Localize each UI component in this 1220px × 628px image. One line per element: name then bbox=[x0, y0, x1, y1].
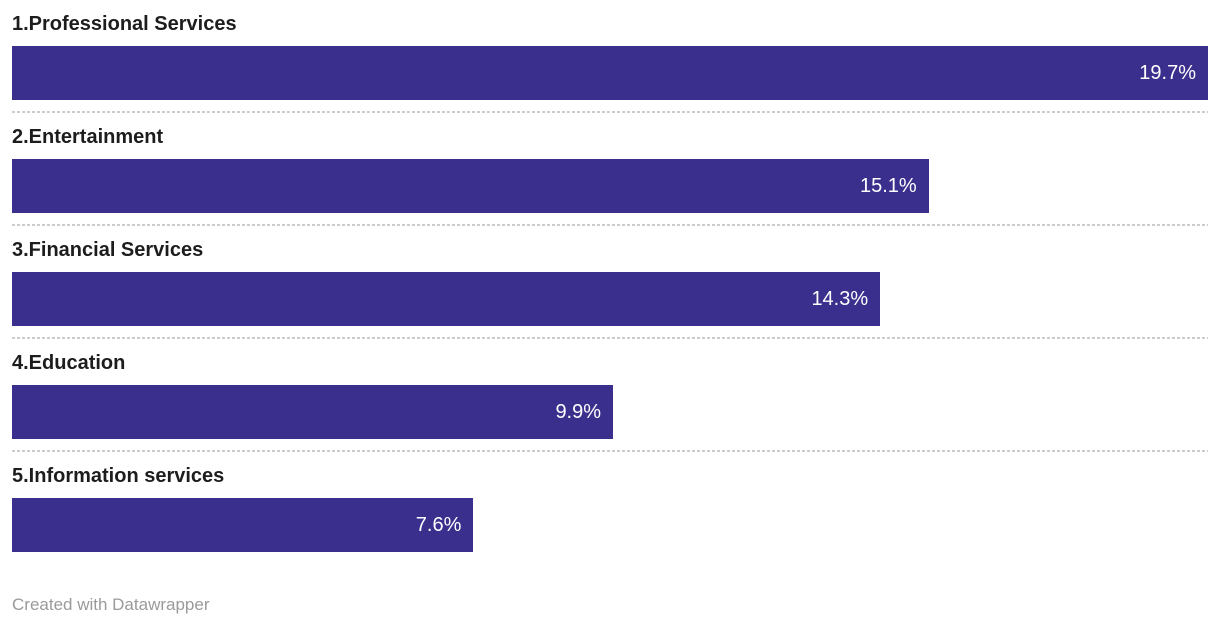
bar-category-label: 4.Education bbox=[12, 352, 126, 374]
bar: 7.6% bbox=[12, 498, 474, 552]
bar-track: 19.7% bbox=[12, 46, 1208, 100]
chart-footer: Created with Datawrapper bbox=[12, 594, 1208, 616]
bar: 14.3% bbox=[12, 272, 881, 326]
bar-category-label: 3.Financial Services bbox=[12, 239, 204, 261]
bar: 9.9% bbox=[12, 385, 614, 439]
bar-value-label: 19.7% bbox=[1139, 61, 1196, 84]
bar: 15.1% bbox=[12, 159, 929, 213]
datawrapper-attribution-link[interactable]: Created with Datawrapper bbox=[12, 595, 210, 614]
bar-track: 14.3% bbox=[12, 272, 1208, 326]
bar-value-label: 9.9% bbox=[555, 400, 602, 423]
bar-value-label: 15.1% bbox=[860, 174, 917, 197]
bar-row: 1.Professional Services 19.7% bbox=[12, 0, 1208, 113]
bar-row: 4.Education 9.9% bbox=[12, 339, 1208, 452]
bar-track: 15.1% bbox=[12, 159, 1208, 213]
bar-row: 3.Financial Services 14.3% bbox=[12, 226, 1208, 339]
bar-category-label: 5.Information services bbox=[12, 465, 225, 487]
bar-value-label: 14.3% bbox=[811, 287, 869, 310]
bar-track: 7.6% bbox=[12, 498, 1208, 552]
bar-row: 2.Entertainment 15.1% bbox=[12, 113, 1208, 226]
bar-category-label: 2.Entertainment bbox=[12, 126, 164, 148]
bar-chart: 1.Professional Services 19.7% 2.Entertainm… bbox=[12, 0, 1208, 552]
bar-row: 5.Information services 7.6% bbox=[12, 452, 1208, 552]
bar-track: 9.9% bbox=[12, 385, 1208, 439]
bar-value-label: 7.6% bbox=[415, 513, 462, 536]
bar: 19.7% bbox=[12, 46, 1208, 100]
bar-category-label: 1.Professional Services bbox=[12, 13, 237, 35]
